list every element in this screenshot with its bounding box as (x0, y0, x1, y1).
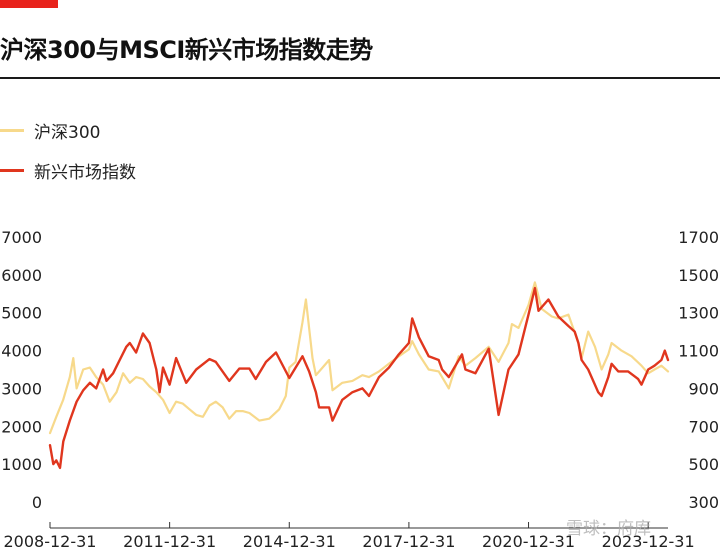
series-line-msci (48, 286, 670, 470)
y-right-tick-label: 300 (688, 493, 719, 512)
y-left-tick-label: 2000 (1, 417, 42, 436)
x-tick-label: 2011-12-31 (123, 532, 216, 549)
x-tick-label: 2023-12-31 (602, 532, 695, 549)
x-tick-label: 2020-12-31 (482, 532, 575, 549)
series-layer (48, 281, 670, 470)
x-tick-label: 2008-12-31 (4, 532, 97, 549)
y-left-tick-label: 1000 (1, 455, 42, 474)
legend-label-msci: 新兴市场指数 (34, 163, 136, 183)
legend-item-hs300: 沪深300 (0, 118, 100, 143)
y-right-tick-label: 1300 (678, 304, 719, 323)
x-tick-label: 2014-12-31 (243, 532, 336, 549)
y-left-tick-label: 7000 (1, 228, 42, 247)
watermark: 雪球：府库 (566, 519, 651, 539)
title-divider (0, 77, 720, 79)
y-left-tick-label: 0 (32, 493, 42, 512)
y-axis-right: 300 500 700 900 1100 1300 1500 1700 (678, 228, 719, 512)
y-right-tick-label: 700 (688, 417, 719, 436)
y-axis-left: 0 1000 2000 3000 4000 5000 6000 7000 (1, 228, 42, 512)
accent-bar (0, 0, 58, 8)
y-right-tick-label: 500 (688, 455, 719, 474)
y-left-tick-label: 5000 (1, 304, 42, 323)
legend-label-hs300: 沪深300 (34, 123, 101, 143)
y-left-tick-label: 3000 (1, 379, 42, 398)
legend-item-msci: 新兴市场指数 (0, 158, 136, 183)
y-left-tick-label: 4000 (1, 342, 42, 361)
y-right-tick-label: 1700 (678, 228, 719, 247)
y-right-tick-label: 1100 (678, 342, 719, 361)
x-axis: 2008-12-31 2011-12-31 2014-12-31 2017-12-31… (4, 522, 695, 549)
legend-swatch-msci (0, 169, 24, 172)
y-left-tick-label: 6000 (1, 266, 42, 285)
y-right-tick-label: 900 (688, 379, 719, 398)
chart-title: 沪深300与MSCI新兴市场指数走势 (0, 36, 373, 64)
y-right-tick-label: 1500 (678, 266, 719, 285)
x-tick-label: 2017-12-31 (362, 532, 455, 549)
series-line-hs300 (48, 281, 670, 435)
legend-swatch-hs300 (0, 129, 24, 132)
